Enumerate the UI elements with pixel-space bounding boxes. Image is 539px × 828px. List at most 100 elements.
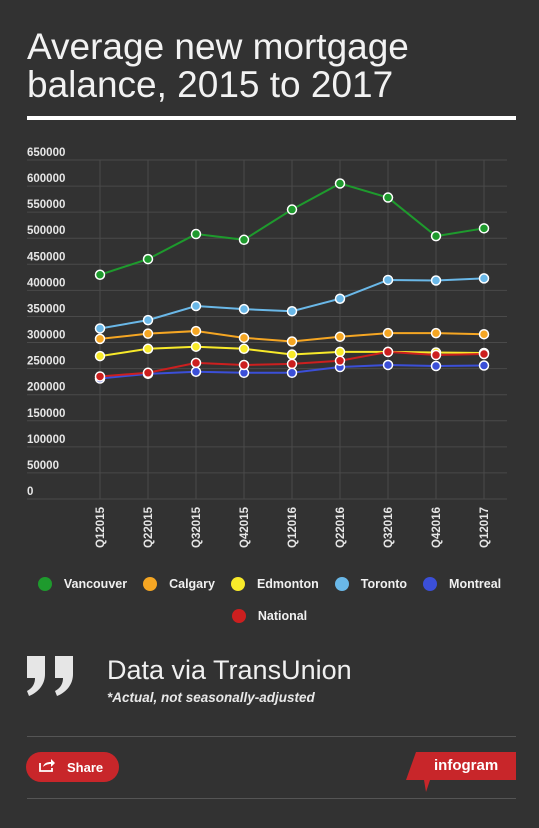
legend-row: Vancouver Calgary Edmonton Toronto Montreal [0, 568, 539, 600]
legend-marker [37, 577, 52, 591]
data-point-toronto [190, 300, 202, 312]
legend-item-toronto[interactable]: Toronto [334, 577, 408, 591]
x-tick-label: Q42016 [431, 507, 443, 548]
data-point-calgary [382, 327, 394, 339]
footer-divider-top [27, 736, 516, 737]
y-tick-label: 250000 [27, 356, 65, 368]
data-point-montreal [430, 360, 442, 372]
legend-marker [334, 577, 349, 591]
data-point-calgary [430, 327, 442, 339]
data-point-national [334, 355, 346, 367]
legend-item-national[interactable]: National [231, 609, 307, 623]
data-point-vancouver [190, 228, 202, 240]
legend-marker [230, 577, 245, 591]
x-tick-label: Q12015 [95, 506, 107, 548]
data-point-national [190, 357, 202, 369]
y-tick-label: 100000 [27, 434, 65, 446]
quote-icon [23, 654, 79, 703]
data-point-toronto [334, 293, 346, 304]
data-point-montreal [382, 359, 394, 371]
footer-divider-bottom [27, 798, 516, 799]
infogram-logo[interactable]: infogram [406, 752, 516, 792]
title-divider [27, 116, 516, 120]
x-tick-label: Q32015 [191, 506, 203, 548]
data-point-toronto [430, 275, 442, 286]
data-point-national [430, 349, 442, 361]
share-icon [39, 758, 55, 777]
source-title: Data via TransUnion [107, 655, 352, 685]
data-point-vancouver [238, 234, 250, 246]
data-point-vancouver [94, 269, 106, 280]
data-point-toronto [382, 274, 394, 286]
data-point-national [238, 359, 250, 371]
data-point-toronto [238, 303, 250, 315]
y-tick-label: 400000 [27, 277, 65, 289]
line-chart: 6500006000005500005000004500004000003500… [27, 147, 507, 548]
data-point-calgary [94, 333, 106, 345]
legend-label: Vancouver [63, 577, 128, 591]
y-tick-label: 0 [27, 486, 33, 498]
data-point-edmonton [286, 349, 298, 360]
data-point-national [286, 358, 298, 370]
data-point-montreal [478, 360, 490, 371]
y-tick-label: 50000 [27, 460, 59, 472]
data-point-vancouver [382, 192, 394, 203]
data-point-national [478, 348, 490, 360]
data-point-montreal [286, 367, 298, 379]
data-point-calgary [478, 328, 490, 340]
legend-label: Edmonton [256, 577, 319, 591]
y-tick-label: 150000 [27, 408, 65, 420]
x-tick-label: Q12017 [479, 507, 491, 548]
data-point-toronto [94, 323, 106, 334]
legend-marker [231, 609, 246, 623]
share-label: Share [67, 759, 104, 775]
data-point-montreal [190, 366, 202, 377]
data-point-calgary [142, 328, 154, 339]
x-tick-label: Q12016 [287, 507, 299, 548]
y-tick-label: 300000 [27, 330, 65, 342]
legend-marker [143, 577, 158, 591]
y-tick-label: 650000 [27, 147, 65, 159]
data-point-vancouver [142, 253, 154, 265]
x-tick-label: Q42015 [239, 506, 251, 548]
data-point-calgary [334, 331, 346, 343]
data-point-edmonton [334, 346, 346, 358]
legend-label: Toronto [360, 577, 408, 591]
y-tick-label: 200000 [27, 382, 65, 394]
data-point-toronto [286, 305, 298, 317]
data-point-edmonton [142, 343, 154, 355]
data-point-edmonton [94, 350, 106, 362]
chart-legend: Vancouver Calgary Edmonton Toronto Montreal … [0, 568, 539, 632]
legend-row: National [0, 600, 539, 632]
legend-item-edmonton[interactable]: Edmonton [230, 577, 319, 591]
y-tick-label: 600000 [27, 173, 65, 185]
data-point-calgary [190, 325, 202, 337]
data-point-toronto [142, 314, 154, 326]
y-tick-label: 500000 [27, 225, 65, 237]
legend-label: Montreal [449, 577, 502, 591]
data-point-calgary [286, 336, 298, 347]
legend-label: Calgary [169, 577, 215, 591]
x-tick-label: Q22015 [143, 506, 155, 548]
x-tick-label: Q22016 [335, 507, 347, 548]
legend-marker [423, 577, 438, 591]
data-point-national [94, 371, 106, 382]
brand-label: infogram [434, 757, 499, 774]
data-point-calgary [238, 332, 250, 344]
legend-item-calgary[interactable]: Calgary [143, 577, 215, 591]
legend-item-vancouver[interactable]: Vancouver [37, 577, 128, 591]
data-point-toronto [478, 273, 490, 284]
data-point-edmonton [190, 341, 202, 352]
data-point-vancouver [286, 204, 298, 215]
data-point-national [382, 346, 394, 358]
share-button[interactable]: Share [26, 752, 119, 782]
data-point-vancouver [430, 230, 442, 242]
data-point-vancouver [334, 178, 346, 189]
y-tick-label: 450000 [27, 251, 65, 263]
source-note: *Actual, not seasonally-adjusted [107, 690, 315, 705]
y-tick-label: 350000 [27, 303, 65, 315]
y-tick-label: 550000 [27, 199, 65, 211]
legend-item-montreal[interactable]: Montreal [423, 577, 501, 591]
data-point-edmonton [238, 343, 250, 355]
x-tick-label: Q32016 [383, 507, 395, 548]
